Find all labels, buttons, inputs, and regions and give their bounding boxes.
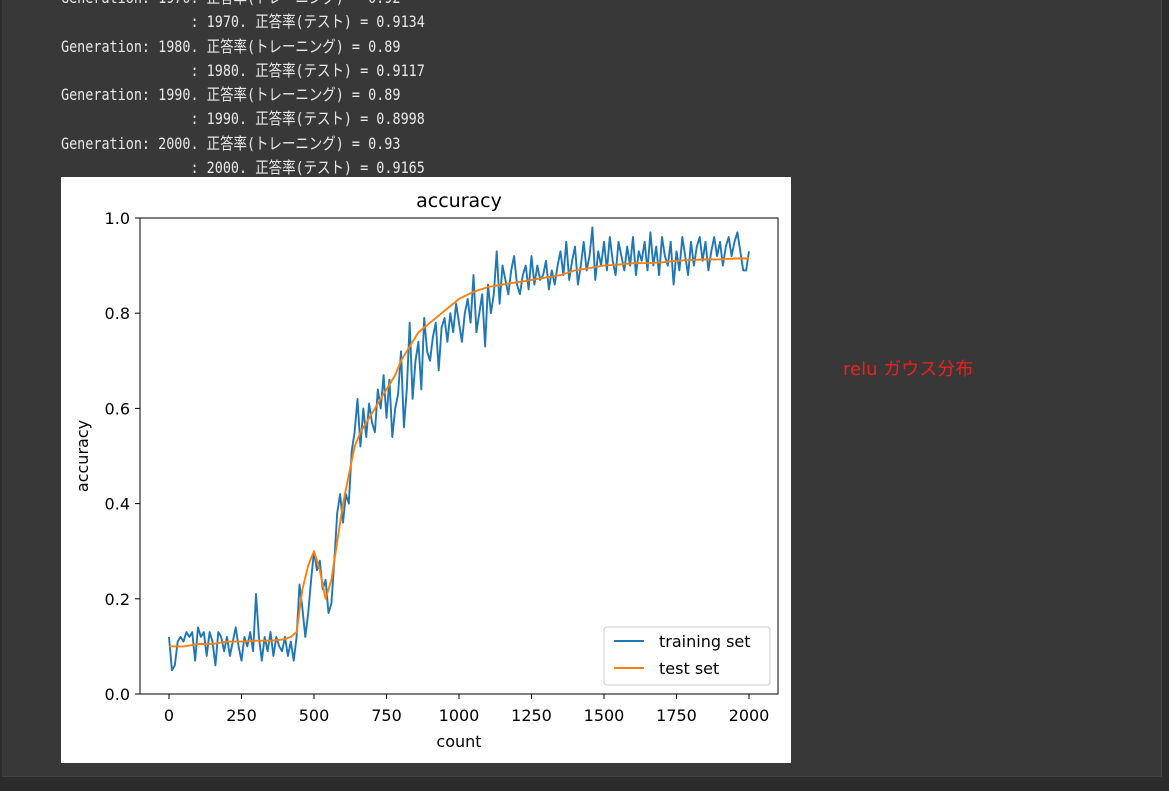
x-tick-label: 1750 [656, 706, 697, 725]
legend-label: training set [659, 632, 751, 651]
y-tick-label: 0.2 [105, 590, 130, 609]
log-line: Generation: 1970. 正答率(トレーニング) = 0.92 [61, 0, 400, 7]
x-tick-label: 250 [226, 706, 257, 725]
x-tick-label: 0 [164, 706, 174, 725]
x-axis-title: count [436, 732, 481, 751]
y-tick-label: 0.4 [105, 495, 130, 514]
x-tick-label: 750 [371, 706, 402, 725]
series-line-test-set [169, 257, 749, 648]
x-tick-label: 1000 [439, 706, 480, 725]
y-tick-label: 0.8 [105, 304, 130, 323]
accuracy-chart: 0 250 500 750 1000 1250 1500 1750 2000 0.0 0.2 0.4 0… [73, 190, 779, 751]
y-tick-label: 0.6 [105, 399, 130, 418]
y-tick-label: 0.0 [105, 685, 130, 704]
axes-frame [139, 217, 779, 695]
x-tick-label: 500 [299, 706, 330, 725]
log-line: : 2000. 正答率(テスト) = 0.9165 [61, 158, 425, 178]
chart-title: accuracy [416, 190, 502, 212]
log-line: : 1980. 正答率(テスト) = 0.9117 [61, 60, 425, 80]
training-log: Generation: 1970. 正答率(トレーニング) = 0.92 : 1… [61, 0, 425, 180]
x-tick-label: 1250 [511, 706, 552, 725]
log-line: Generation: 2000. 正答率(トレーニング) = 0.93 [61, 133, 401, 153]
log-line: : 1970. 正答率(テスト) = 0.9134 [61, 12, 425, 32]
log-line: Generation: 1990. 正答率(トレーニング) = 0.89 [61, 85, 401, 105]
log-line: Generation: 1980. 正答率(トレーニング) = 0.89 [61, 36, 401, 56]
annotation-note: relu ガウス分布 [843, 359, 974, 380]
x-tick-label: 1500 [584, 706, 625, 725]
y-axis-title: accuracy [73, 420, 92, 492]
legend-label: test set [659, 659, 719, 678]
y-tick-label: 1.0 [105, 209, 130, 228]
series-line-training-set [168, 226, 750, 672]
accuracy-chart-figure: 0 250 500 750 1000 1250 1500 1750 2000 0.0 0.2 0.4 0… [61, 177, 791, 763]
x-tick-label: 2000 [729, 706, 770, 725]
legend-box [603, 626, 771, 686]
log-line: : 1990. 正答率(テスト) = 0.8998 [61, 109, 425, 129]
